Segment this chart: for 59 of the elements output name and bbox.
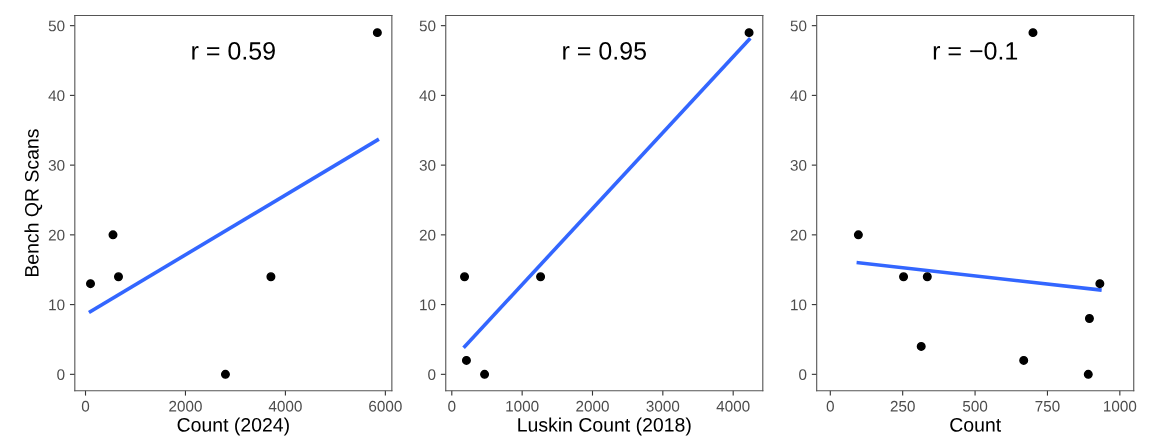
x-tick-label: 250 [890, 400, 915, 412]
y-tick-label: 40 [419, 90, 436, 102]
x-tick-label: 6000 [369, 400, 402, 412]
point [108, 230, 118, 240]
point [372, 28, 382, 38]
x-tick-label: 2000 [576, 400, 609, 412]
point [853, 230, 863, 240]
point [536, 272, 546, 282]
x-tick-label: 0 [448, 400, 456, 412]
point [899, 272, 909, 282]
y-tick-label: 30 [48, 159, 65, 171]
point [1095, 279, 1105, 289]
x-tick-label: 1000 [1104, 400, 1137, 412]
annotation: r = 0.59 [192, 42, 275, 60]
point [922, 272, 932, 282]
y-tick-label: 50 [790, 20, 807, 32]
y-tick-label: 50 [419, 20, 436, 32]
y-tick-label: 20 [790, 229, 807, 241]
point [220, 369, 230, 379]
x-tick-label: 0 [81, 400, 90, 412]
x-tick-label: 4000 [716, 400, 750, 412]
point [113, 272, 123, 282]
point [460, 272, 470, 282]
x-tick-label: 0 [826, 400, 834, 412]
y-tick-label: 20 [48, 229, 65, 241]
point [480, 369, 490, 379]
y-tick-label: 40 [48, 90, 65, 102]
y-tick-label: 0 [57, 369, 65, 381]
y-tick-label: 20 [419, 229, 436, 241]
y-tick-label: 30 [419, 159, 436, 171]
point [86, 279, 96, 289]
y-tick-label: 30 [790, 159, 807, 171]
point [916, 341, 926, 351]
x-axis-title: Count (2024) [177, 417, 289, 436]
y-tick-label: 10 [791, 299, 807, 311]
x-axis-title: Luskin Count (2018) [518, 417, 691, 436]
x-tick-label: 750 [1035, 400, 1060, 412]
x-tick-label: 500 [962, 400, 988, 412]
annotation: r = −0.1 [933, 42, 1018, 60]
y-tick-label: 40 [790, 90, 807, 102]
x-tick-label: 2000 [169, 400, 202, 412]
point [1083, 369, 1093, 379]
point [1019, 355, 1029, 365]
y-tick-label: 50 [48, 20, 65, 32]
y-axis-title: Bench QR Scans [24, 129, 43, 277]
y-tick-label: 0 [799, 369, 807, 381]
x-tick-label: 4000 [268, 400, 302, 412]
point [461, 355, 471, 365]
point [744, 28, 754, 38]
point [1028, 28, 1038, 38]
y-tick-label: 0 [428, 369, 436, 381]
x-tick-label: 1000 [506, 400, 539, 412]
y-tick-label: 10 [49, 299, 65, 311]
x-tick-label: 3000 [646, 400, 680, 412]
x-axis-title: Count [950, 417, 1002, 432]
y-tick-label: 10 [420, 299, 436, 311]
point [1084, 314, 1094, 324]
annotation: r = 0.95 [563, 42, 646, 60]
point [266, 272, 276, 282]
